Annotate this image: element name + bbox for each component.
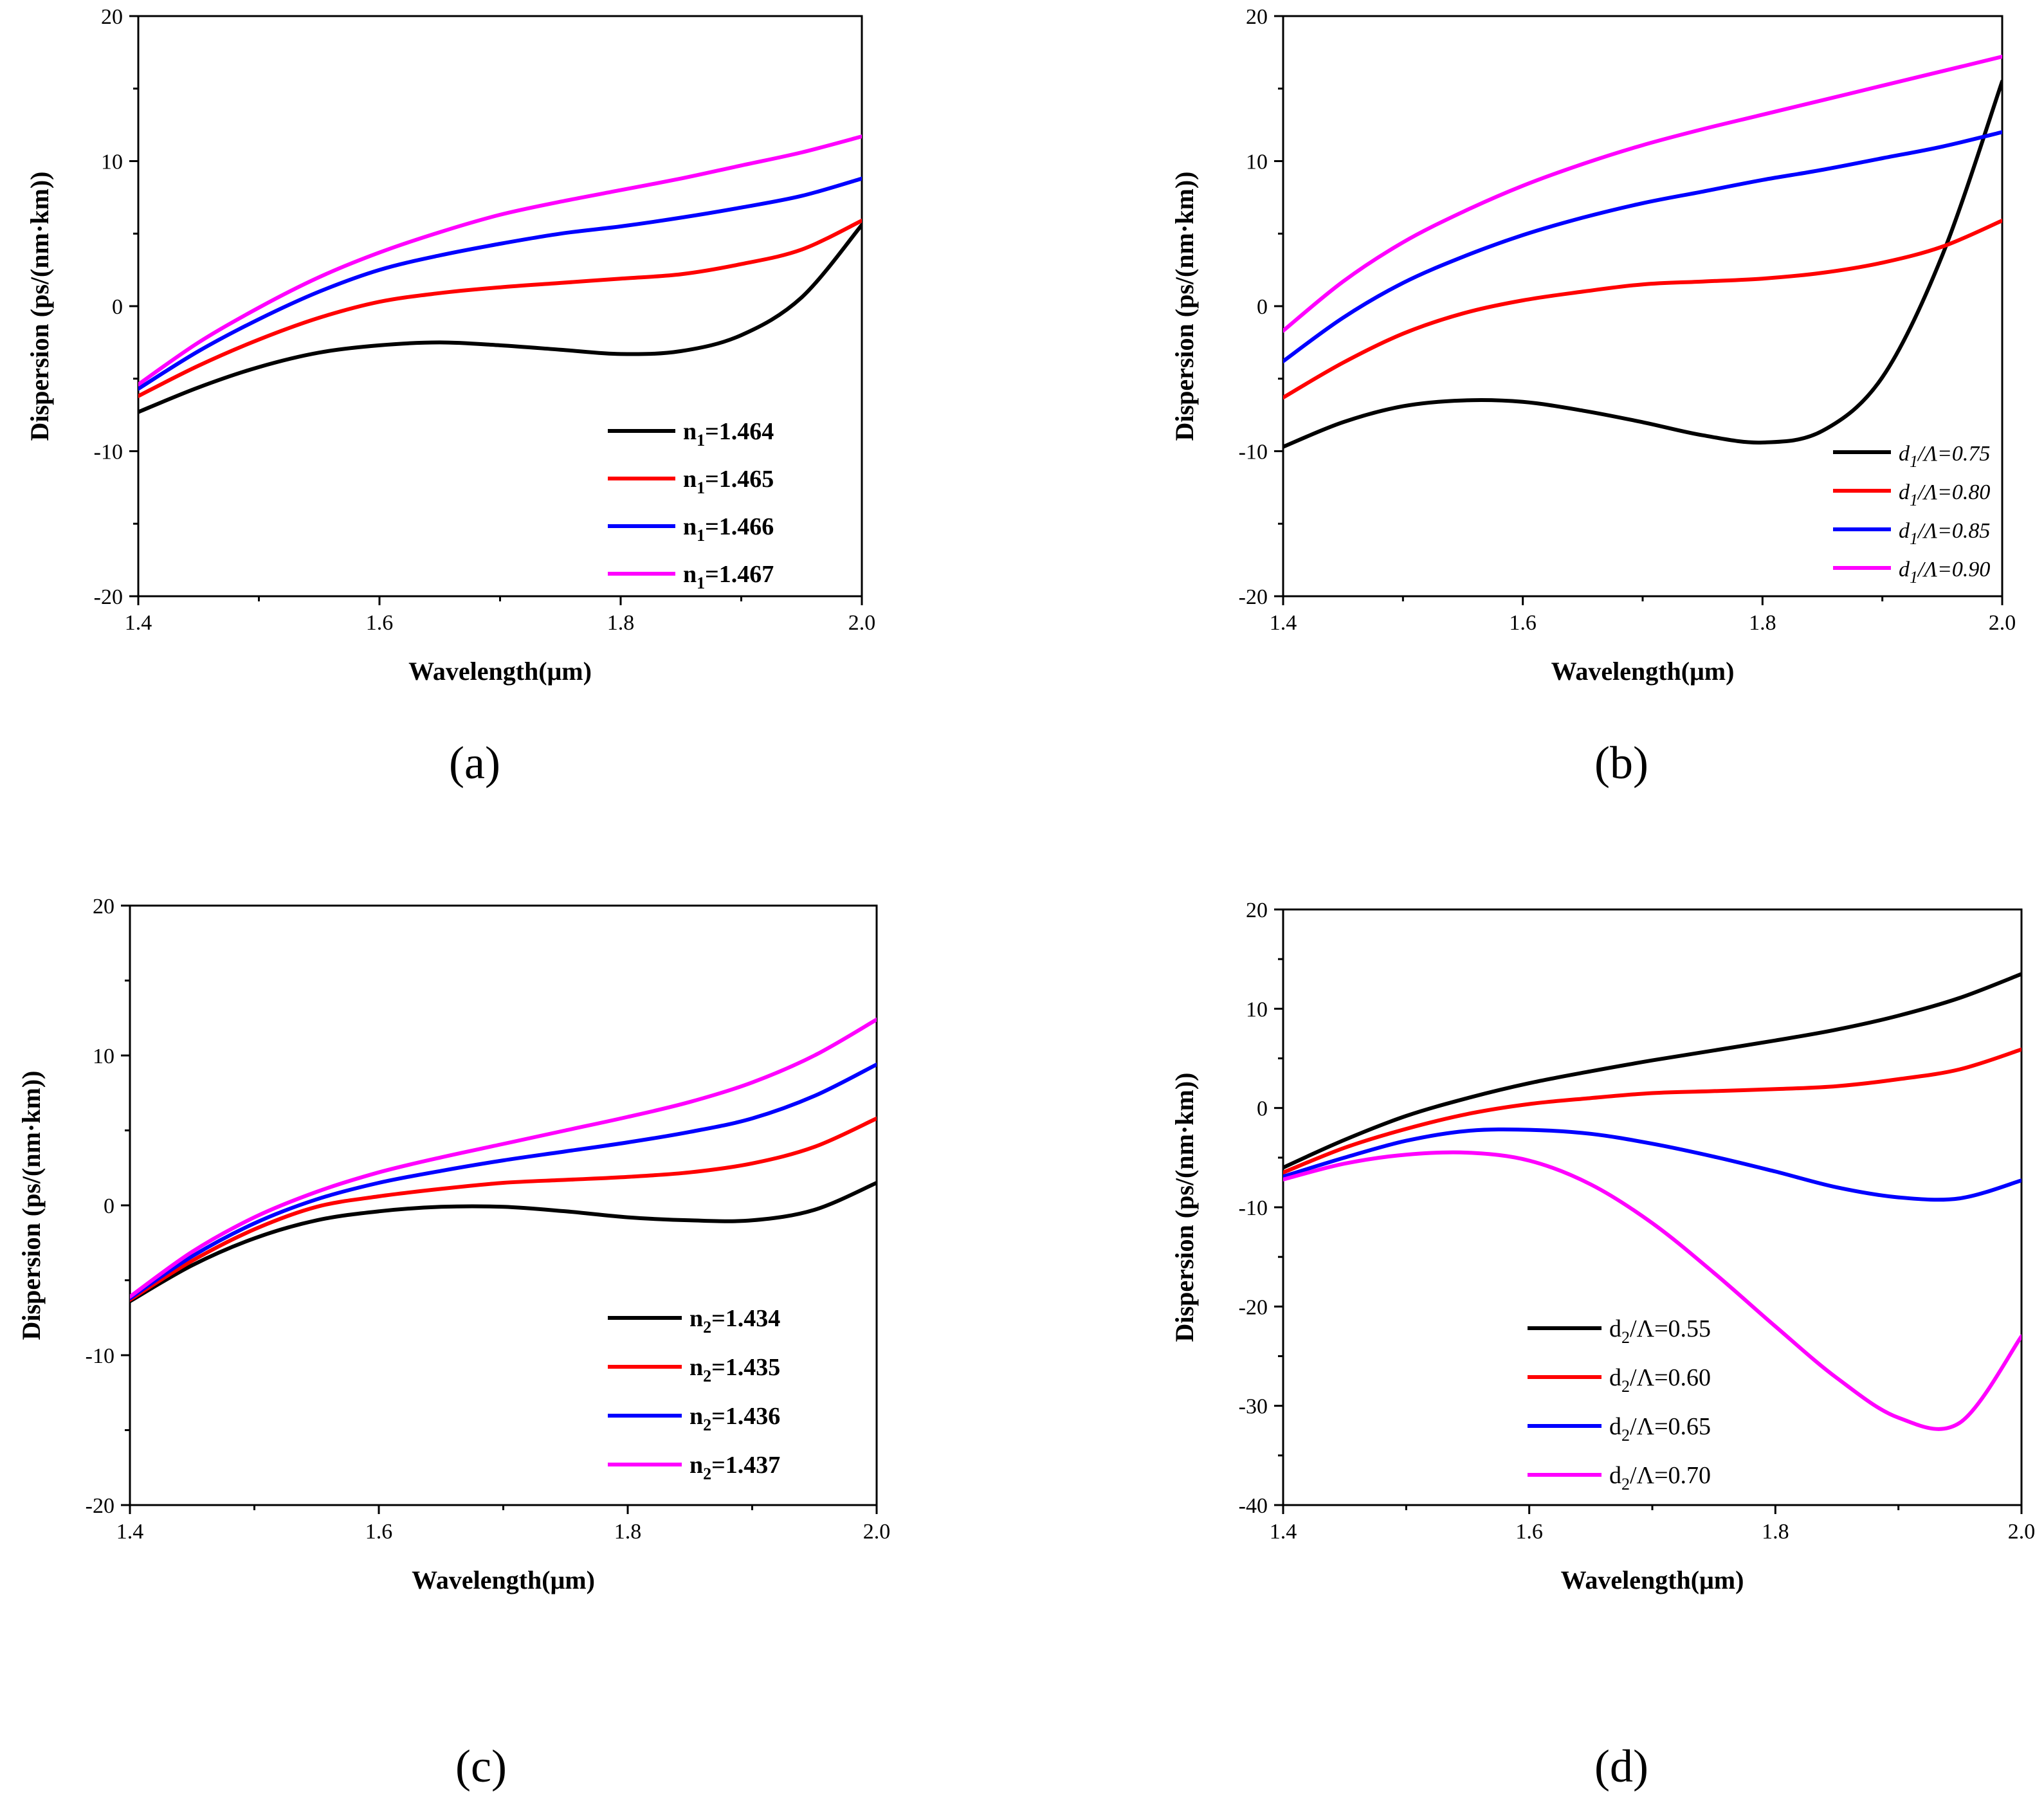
legend-label-3: n2=1.436 [689, 1403, 780, 1434]
x-tick-label: 1.8 [607, 611, 635, 635]
y-tick-label: -10 [1239, 1196, 1268, 1220]
y-axis-label: Dispersion (ps/(nm·km)) [1170, 1073, 1199, 1342]
x-tick-label: 1.4 [1270, 1520, 1297, 1544]
y-tick-label: 10 [101, 151, 123, 174]
x-tick-label: 1.6 [1509, 611, 1537, 635]
y-tick-label: -20 [94, 585, 123, 609]
panel-d: 1.4 1.6 1.8 2.0 -40 -30 -20 -10 0 10 20 Wavelength(… [1170, 899, 2035, 1792]
plot-frame [1282, 15, 2003, 598]
y-tick-label: 20 [1246, 5, 1268, 29]
x-axis-label: Wavelength(μm) [1561, 1566, 1744, 1594]
legend-label-4: n2=1.437 [689, 1452, 780, 1483]
x-tick-label: 1.6 [366, 611, 394, 635]
legend-label-4: d1/Λ=0.90 [1899, 558, 1990, 587]
y-tick-label: -30 [1239, 1395, 1268, 1419]
legend-label-2: d2/Λ=0.60 [1609, 1364, 1711, 1396]
legend-label-3: d1/Λ=0.85 [1899, 519, 1990, 548]
legend-label-2: d1/Λ=0.80 [1899, 480, 1990, 509]
legend-label-4: d2/Λ=0.70 [1609, 1462, 1711, 1493]
y-tick-label: 0 [1257, 295, 1268, 319]
series-line-3 [1283, 130, 2002, 363]
panel-b: 1.4 1.6 1.8 2.0 -20 -10 0 10 20 Wavelength(μm) Dis… [1170, 5, 2016, 789]
x-tick-label: 1.6 [1515, 1520, 1543, 1544]
panel-label: (b) [1594, 737, 1648, 789]
series-line-2 [1283, 1047, 2021, 1174]
x-tick-label: 2.0 [848, 611, 876, 635]
legend-label-1: n1=1.464 [683, 418, 774, 450]
legend-label-2: n1=1.465 [683, 466, 774, 497]
y-axis-label: Dispersion (ps/(nm·km)) [1170, 172, 1199, 441]
panel-label: (a) [449, 737, 500, 789]
legend-label-4: n1=1.467 [683, 561, 774, 592]
series-line-4 [1283, 55, 2002, 333]
y-tick-label: 20 [93, 895, 114, 918]
series-line-4 [130, 1018, 877, 1299]
x-tick-label: 1.4 [125, 611, 152, 635]
y-tick-label: 10 [93, 1045, 114, 1068]
y-tick-label: 0 [1257, 1097, 1268, 1121]
y-tick-label: 20 [101, 5, 123, 29]
plot-frame [137, 15, 863, 598]
y-tick-label: -20 [1239, 585, 1268, 609]
legend-label-3: n1=1.466 [683, 513, 774, 545]
series-line-3 [138, 176, 862, 391]
y-tick-label: -10 [1239, 441, 1268, 464]
panel-label: (c) [455, 1740, 507, 1792]
x-axis-label: Wavelength(μm) [1551, 657, 1735, 686]
panel-label: (d) [1594, 1740, 1648, 1792]
series-line-3 [1283, 1127, 2021, 1202]
x-tick-label: 1.8 [1762, 1520, 1789, 1544]
y-axis-label: Dispersion (ps/(nm·km)) [17, 1071, 46, 1340]
x-tick-label: 1.4 [1270, 611, 1297, 635]
series-line-2 [130, 1116, 877, 1302]
x-axis-label: Wavelength(μm) [412, 1566, 595, 1594]
y-tick-label: -40 [1239, 1494, 1268, 1518]
y-tick-label: 10 [1246, 151, 1268, 174]
series-line-1 [130, 1181, 877, 1304]
y-tick-label: 0 [104, 1194, 114, 1218]
y-tick-label: -20 [86, 1494, 114, 1518]
panel-c: 1.4 1.6 1.8 2.0 -20 -10 0 10 20 Wavelength(μm) Dis… [17, 895, 890, 1792]
x-tick-label: 2.0 [863, 1520, 891, 1544]
series-line-2 [1283, 219, 2002, 400]
x-axis-label: Wavelength(μm) [408, 657, 592, 686]
series-line-4 [138, 134, 862, 387]
legend-label-2: n2=1.435 [689, 1354, 780, 1385]
x-tick-label: 2.0 [2008, 1520, 2036, 1544]
y-tick-label: 0 [112, 295, 123, 319]
x-tick-label: 1.8 [1749, 611, 1776, 635]
series-line-1 [1283, 972, 2021, 1170]
y-tick-label: 10 [1246, 998, 1268, 1021]
series-line-1 [1283, 79, 2002, 449]
legend-label-1: d1/Λ=0.75 [1899, 442, 1990, 471]
series-line-2 [138, 219, 862, 398]
series-line-4 [1283, 1150, 2021, 1431]
legend-label-3: d2/Λ=0.65 [1609, 1413, 1711, 1445]
x-tick-label: 1.4 [116, 1520, 144, 1544]
panel-a: 1.4 1.6 1.8 2.0 -20 -10 0 10 20 Wavelength(μm) Dis… [25, 5, 875, 789]
series-line-3 [130, 1063, 877, 1301]
series-line-1 [138, 223, 862, 414]
y-axis-label: Dispersion (ps/(nm·km)) [25, 172, 54, 441]
y-tick-label: -10 [86, 1344, 114, 1368]
y-tick-label: -10 [94, 441, 123, 464]
y-tick-label: 20 [1246, 899, 1268, 922]
legend-label-1: n2=1.434 [689, 1305, 780, 1337]
y-tick-label: -20 [1239, 1295, 1268, 1319]
x-tick-label: 1.6 [365, 1520, 393, 1544]
x-tick-label: 1.8 [614, 1520, 642, 1544]
x-tick-label: 2.0 [1989, 611, 2016, 635]
legend-label-1: d2/Λ=0.55 [1609, 1315, 1711, 1347]
